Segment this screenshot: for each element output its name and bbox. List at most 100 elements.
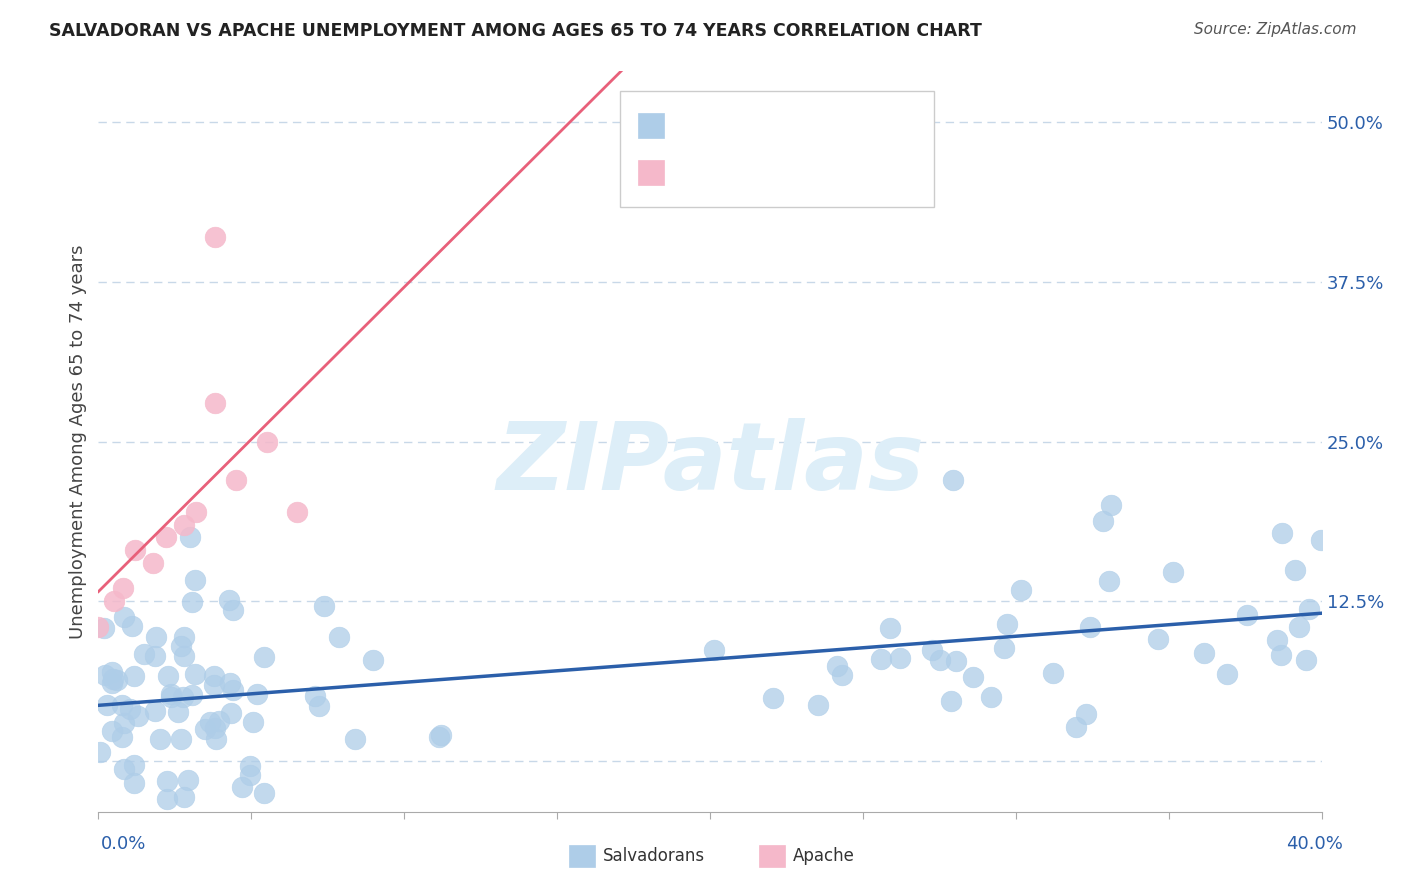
Point bbox=[204, 396, 226, 410]
Point bbox=[127, 709, 149, 723]
Point bbox=[145, 630, 167, 644]
Text: 0.316: 0.316 bbox=[713, 117, 765, 135]
Point bbox=[101, 723, 124, 738]
Point bbox=[122, 757, 145, 772]
Text: 40.0%: 40.0% bbox=[1286, 835, 1343, 853]
Text: R =: R = bbox=[675, 117, 716, 135]
Point bbox=[1216, 666, 1239, 681]
Point bbox=[312, 599, 335, 613]
Y-axis label: Unemployment Among Ages 65 to 74 years: Unemployment Among Ages 65 to 74 years bbox=[69, 244, 87, 639]
Point bbox=[219, 706, 242, 721]
Point bbox=[112, 762, 135, 776]
Point bbox=[993, 640, 1015, 655]
Point bbox=[430, 728, 453, 742]
Point bbox=[183, 573, 205, 587]
Point bbox=[111, 582, 134, 596]
Point bbox=[308, 699, 330, 714]
Text: 108: 108 bbox=[804, 117, 838, 135]
Point bbox=[1192, 646, 1215, 660]
Point bbox=[1271, 525, 1294, 540]
Point bbox=[170, 639, 193, 653]
Point bbox=[124, 543, 146, 558]
Point bbox=[184, 667, 207, 681]
Point bbox=[148, 732, 170, 747]
Point bbox=[208, 714, 231, 728]
Point bbox=[160, 690, 183, 705]
Point bbox=[111, 698, 134, 712]
Text: 0.0%: 0.0% bbox=[101, 835, 146, 853]
Point bbox=[1146, 632, 1168, 646]
Point bbox=[221, 683, 243, 698]
Point bbox=[285, 505, 308, 519]
Point bbox=[170, 732, 193, 747]
Point bbox=[225, 473, 247, 487]
Point bbox=[173, 648, 195, 663]
Point bbox=[807, 698, 830, 713]
Point bbox=[124, 776, 146, 790]
Point bbox=[87, 619, 110, 633]
Point bbox=[1064, 720, 1087, 734]
Point bbox=[204, 732, 226, 747]
Point bbox=[980, 690, 1002, 705]
Point bbox=[167, 705, 190, 719]
Point bbox=[173, 517, 195, 532]
Point bbox=[945, 655, 967, 669]
Text: SALVADORAN VS APACHE UNEMPLOYMENT AMONG AGES 65 TO 74 YEARS CORRELATION CHART: SALVADORAN VS APACHE UNEMPLOYMENT AMONG … bbox=[49, 22, 981, 40]
Point bbox=[118, 702, 141, 716]
Point bbox=[231, 780, 253, 794]
Point bbox=[202, 678, 225, 692]
Point bbox=[246, 687, 269, 701]
Point bbox=[186, 505, 208, 519]
Point bbox=[101, 675, 124, 690]
Point bbox=[172, 690, 194, 705]
Point bbox=[156, 792, 179, 806]
Point bbox=[177, 773, 200, 788]
Point bbox=[1288, 620, 1310, 634]
Text: Source: ZipAtlas.com: Source: ZipAtlas.com bbox=[1194, 22, 1357, 37]
Text: N =: N = bbox=[766, 163, 808, 181]
Point bbox=[122, 669, 145, 683]
Point bbox=[111, 730, 134, 744]
Point bbox=[160, 687, 183, 701]
Text: R =: R = bbox=[675, 163, 716, 181]
Point bbox=[194, 722, 217, 736]
Point bbox=[1270, 648, 1292, 662]
Point bbox=[218, 593, 240, 607]
Point bbox=[1298, 602, 1320, 616]
Point bbox=[879, 621, 901, 635]
Text: N =: N = bbox=[766, 117, 808, 135]
Point bbox=[112, 610, 135, 624]
Point bbox=[1042, 666, 1064, 681]
Point bbox=[155, 530, 177, 544]
Point bbox=[198, 715, 221, 730]
Point bbox=[253, 786, 276, 800]
Point bbox=[173, 630, 195, 644]
Point bbox=[1078, 620, 1101, 634]
Point bbox=[219, 675, 242, 690]
Point bbox=[361, 653, 384, 667]
Point bbox=[179, 530, 201, 544]
Point bbox=[173, 790, 195, 805]
Text: 0.564: 0.564 bbox=[713, 163, 765, 181]
Point bbox=[181, 689, 204, 703]
Point bbox=[1295, 653, 1317, 667]
Point bbox=[204, 721, 226, 735]
Point bbox=[253, 649, 276, 664]
Point bbox=[96, 698, 118, 712]
Point bbox=[242, 715, 264, 730]
Point bbox=[831, 668, 853, 682]
Point bbox=[942, 473, 965, 487]
Point bbox=[156, 773, 179, 788]
Point bbox=[156, 669, 179, 683]
Point bbox=[89, 745, 111, 759]
Point bbox=[256, 434, 278, 449]
Point bbox=[202, 668, 225, 682]
Point bbox=[869, 652, 891, 666]
Point bbox=[703, 643, 725, 657]
Point bbox=[1284, 564, 1306, 578]
Point bbox=[112, 715, 135, 730]
Point bbox=[1236, 607, 1258, 622]
Point bbox=[142, 556, 165, 570]
Point bbox=[1161, 565, 1184, 579]
Point bbox=[827, 658, 849, 673]
